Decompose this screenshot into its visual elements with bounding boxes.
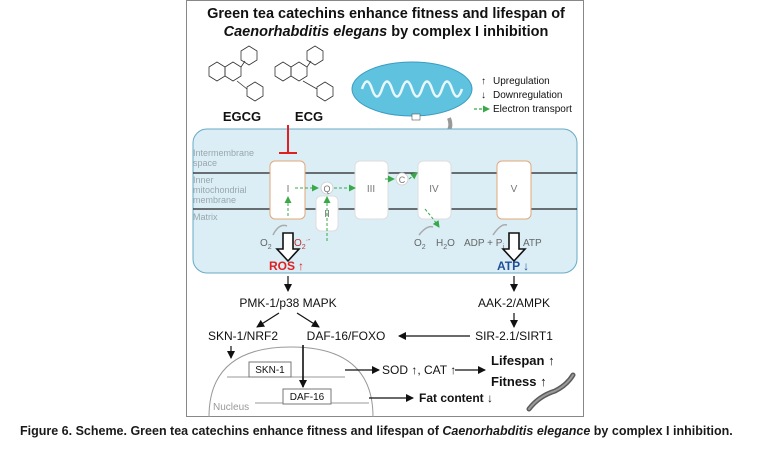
legend-up-label: Upregulation bbox=[493, 76, 550, 87]
ubiquinone bbox=[320, 181, 334, 195]
water: H2O bbox=[436, 238, 455, 251]
o2-right: O2 bbox=[414, 238, 426, 251]
skn1-gene-box bbox=[248, 361, 292, 378]
superoxide: O2·- bbox=[294, 237, 311, 251]
egcg-molecule bbox=[208, 45, 264, 102]
figure-title: Green tea catechins enhance fitness and … bbox=[187, 5, 585, 41]
complex-i bbox=[269, 160, 306, 220]
title-line-2-rest: by complex I inhibition bbox=[387, 24, 549, 40]
complex-v-label: V bbox=[511, 184, 518, 195]
scheme-diagram: EGCG ECG ↑ Upregulation ↓ Downregulation… bbox=[192, 45, 578, 418]
nucleus-label: Nucleus bbox=[213, 402, 249, 413]
pmk-to-skn-arrow bbox=[256, 312, 280, 328]
complex-iv-reaction-arrow bbox=[418, 225, 434, 236]
skn1-gene-label: SKN-1 bbox=[255, 365, 285, 376]
caption-main: Figure 6. Scheme. Green tea catechins en… bbox=[20, 424, 443, 438]
lifespan-label: Lifespan ↑ bbox=[491, 353, 555, 368]
title-species: Caenorhabditis elegans bbox=[223, 24, 388, 40]
figure-frame: Green tea catechins enhance fitness and … bbox=[186, 0, 585, 418]
complex-i-label: I bbox=[287, 184, 290, 195]
complex-v bbox=[496, 160, 532, 220]
complex-iv bbox=[417, 160, 452, 220]
legend: ↑ Upregulation ↓ Downregulation Electron… bbox=[474, 76, 572, 115]
cytochrome-c-label: C bbox=[399, 175, 406, 185]
pmk-node: PMK-1/p38 MAPK bbox=[239, 296, 336, 310]
mitochondrion-icon bbox=[351, 61, 473, 121]
sod-cat-label: SOD ↑, CAT ↑ bbox=[382, 363, 456, 377]
legend-down-label: Downregulation bbox=[493, 90, 563, 101]
daf16-foxo-node: DAF-16/FOXO bbox=[307, 329, 386, 343]
sir21-sirt1-node: SIR-2.1/SIRT1 bbox=[475, 329, 553, 343]
pmk-to-daf-arrow bbox=[296, 312, 320, 328]
title-line-2: Caenorhabditis elegans by complex I inhi… bbox=[187, 23, 585, 41]
complex-iv-label: IV bbox=[429, 184, 439, 195]
atp-reaction: ATP bbox=[523, 238, 542, 249]
imm-label-2: mitochondrial bbox=[193, 185, 247, 195]
cytochrome-c bbox=[395, 172, 409, 186]
skn1-nrf2-node: SKN-1/NRF2 bbox=[208, 329, 278, 343]
imm-label-1: Inner bbox=[193, 175, 214, 185]
legend-up-arrow: ↑ bbox=[481, 76, 486, 87]
complex-v-reaction-arrow bbox=[492, 223, 508, 236]
daf16-gene-box bbox=[282, 388, 332, 405]
figure-caption: Figure 6. Scheme. Green tea catechins en… bbox=[20, 424, 750, 438]
egcg-label: EGCG bbox=[223, 109, 261, 124]
ros-label: ROS ↑ bbox=[269, 259, 304, 273]
o2-left: O2 bbox=[260, 238, 272, 251]
complex-i-reaction-arrow bbox=[272, 224, 288, 236]
title-line-1: Green tea catechins enhance fitness and … bbox=[207, 6, 565, 22]
complex-iii-label: III bbox=[367, 184, 375, 195]
legend-down-arrow: ↓ bbox=[481, 90, 486, 101]
ubiquinone-label: Q bbox=[323, 184, 330, 194]
ims-label-2: space bbox=[193, 158, 217, 168]
daf16-gene-label: DAF-16 bbox=[290, 392, 325, 403]
nucleus-outline bbox=[208, 346, 374, 418]
ros-production-arrow bbox=[275, 232, 301, 263]
atp-label: ATP ↓ bbox=[497, 259, 529, 273]
fitness-label: Fitness ↑ bbox=[491, 374, 547, 389]
ecg-molecule bbox=[274, 45, 334, 102]
caption-species: Caenorhabditis elegance bbox=[442, 424, 591, 438]
ecg-label: ECG bbox=[295, 109, 323, 124]
legend-transport-label: Electron transport bbox=[493, 104, 572, 115]
fat-content-label: Fat content ↓ bbox=[419, 391, 493, 405]
matrix-label: Matrix bbox=[193, 212, 218, 222]
imm-label-3: membrane bbox=[193, 195, 236, 205]
ims-label-1: Intermembrane bbox=[193, 148, 254, 158]
caption-end: by complex I inhibition. bbox=[590, 424, 733, 438]
atp-production-arrow bbox=[501, 232, 527, 263]
electron-transport-arrows bbox=[284, 172, 440, 241]
aak-node: AAK-2/AMPK bbox=[478, 296, 550, 310]
adp-pi: ADP + Pi bbox=[464, 238, 504, 251]
